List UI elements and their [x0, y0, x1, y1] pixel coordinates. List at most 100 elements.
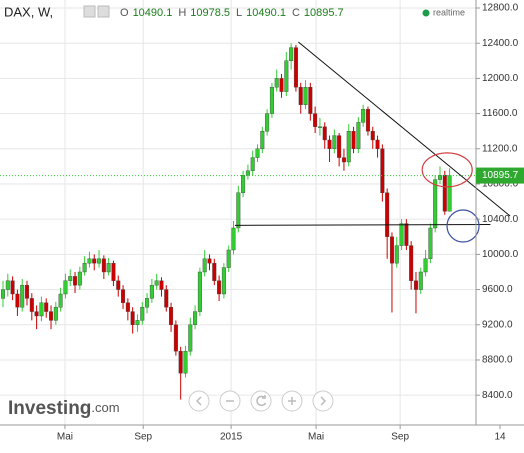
annotation-circle: [446, 209, 480, 243]
candle-body: [399, 223, 404, 246]
scroll-right-button[interactable]: [312, 390, 334, 412]
logo-suffix: .com: [91, 400, 119, 415]
candle-body: [77, 271, 82, 286]
status: realtime: [433, 7, 465, 17]
candle-body: [73, 276, 78, 286]
ohlc-key: O: [120, 7, 129, 19]
x-tick-label: Mai: [57, 432, 73, 443]
x-tick-label: Sep: [391, 432, 409, 443]
candle-body: [164, 289, 169, 308]
x-tick-label: 14: [494, 432, 506, 443]
x-tick-label: 2015: [220, 432, 243, 443]
logo: Investing.com: [8, 398, 120, 419]
annotation-circle: [421, 152, 473, 188]
candle-body: [1, 289, 6, 299]
candle-body: [394, 245, 399, 264]
candle-body: [442, 174, 447, 212]
trendline: [298, 41, 511, 217]
reset-button[interactable]: [250, 390, 272, 412]
candle-body: [332, 135, 337, 149]
candle-body: [20, 284, 25, 308]
ohlc-value: 10895.7: [304, 7, 344, 19]
ohlc-value: 10978.5: [190, 7, 230, 19]
candle-body: [212, 262, 217, 281]
ohlc-key: L: [236, 7, 242, 19]
candle-body: [284, 60, 289, 92]
candle-body: [241, 174, 246, 193]
overlay: [0, 41, 511, 243]
y-tick-label: 11600.0: [482, 108, 518, 119]
logo-main: Investing: [8, 398, 91, 419]
candle-body: [289, 47, 294, 62]
candle-body: [351, 130, 356, 149]
candle-body: [361, 108, 366, 123]
candle-body: [82, 262, 87, 273]
candle-body: [313, 113, 318, 127]
candle-body: [293, 47, 298, 88]
candle-body: [116, 280, 121, 290]
candle-body: [29, 298, 34, 312]
candle-body: [385, 192, 390, 237]
candle-body: [409, 245, 414, 281]
candle-body: [437, 174, 442, 180]
candle-body: [188, 324, 193, 352]
y-tick-label: 9200.0: [482, 319, 513, 330]
candle-body: [87, 258, 92, 264]
ohlc-key: C: [292, 7, 300, 19]
candle-body: [279, 78, 284, 92]
candle-body: [365, 108, 370, 132]
candle-body: [217, 280, 222, 295]
scroll-left-button[interactable]: [188, 390, 210, 412]
icon[interactable]: [83, 5, 96, 18]
candle-body: [178, 350, 183, 374]
candle-body: [49, 311, 54, 321]
candle-body: [159, 280, 164, 290]
candle-body: [92, 258, 97, 264]
candle-body: [413, 280, 418, 290]
candle-body: [135, 320, 140, 325]
candle-body: [5, 280, 10, 290]
candle-body: [370, 130, 375, 141]
candle-body: [58, 293, 63, 308]
candle-body: [231, 227, 236, 251]
candle-body: [63, 280, 68, 295]
y-tick-label: 9600.0: [482, 284, 513, 295]
candle-body: [433, 179, 438, 229]
ohlc-header: O 10490.1 H 10978.5 L 10490.1 C 10895.7: [120, 7, 344, 19]
x-tick-label: Mai: [308, 432, 324, 443]
candle-body: [130, 311, 135, 325]
candle-body: [149, 284, 154, 299]
candle-body: [308, 86, 313, 114]
candle-body: [418, 271, 423, 290]
candle-body: [193, 311, 198, 325]
candle-body: [327, 139, 332, 149]
candle-body: [111, 262, 116, 281]
y-tick-label: 10800.0: [482, 179, 519, 190]
candle-body: [404, 223, 409, 246]
candle-body: [197, 271, 202, 312]
y-tick-label: 12400.0: [482, 38, 519, 49]
axes: 8400.0 8800.0 9200.0 9600.0 10000.0 10400.0 10…: [57, 3, 524, 443]
candle-body: [10, 280, 15, 295]
candle-body: [145, 298, 150, 308]
status-dot: [422, 9, 430, 17]
candle-body: [356, 122, 361, 149]
last-price-tag: [476, 167, 524, 184]
y-tick-label: 8800.0: [482, 355, 513, 366]
candle-body: [97, 258, 102, 264]
icon[interactable]: [97, 5, 110, 18]
candle-body: [221, 267, 226, 295]
candle-body: [322, 126, 327, 141]
candle-body: [39, 302, 44, 317]
plot: [1, 43, 452, 400]
candle-body: [121, 289, 126, 303]
candle-body: [375, 139, 380, 149]
candle-body: [423, 258, 428, 273]
candle-body: [34, 311, 39, 317]
candle-body: [207, 258, 212, 264]
zoom-icons: [195, 395, 327, 407]
y-tick-label: 11200.0: [482, 143, 518, 154]
candle-body: [389, 236, 394, 264]
